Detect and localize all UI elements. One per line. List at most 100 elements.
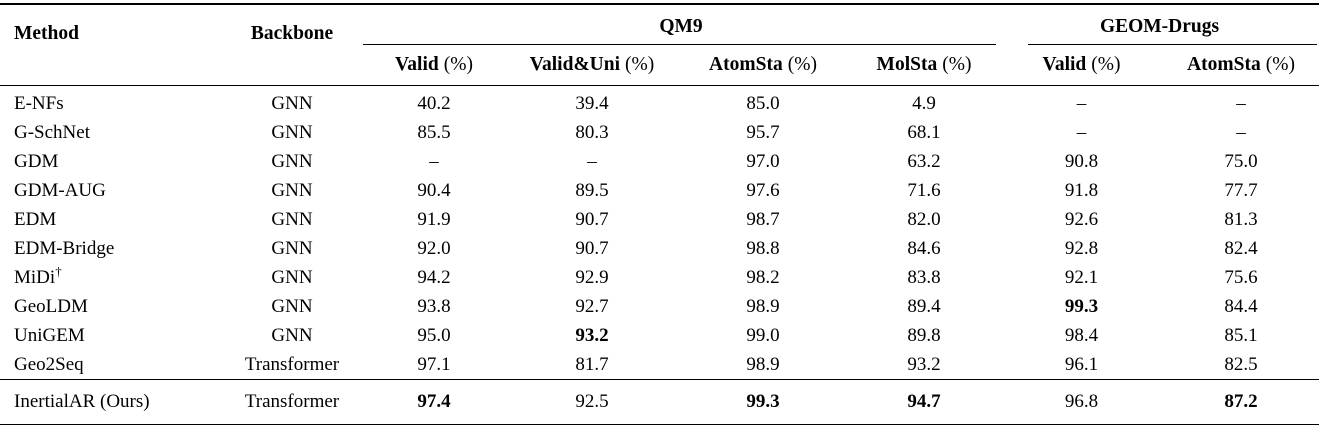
cell-qm9-molsta: 94.7 <box>848 379 1001 425</box>
cell-qm9-valid: 90.4 <box>417 179 451 201</box>
subheader-label: Valid <box>1042 54 1087 75</box>
cell-qm9-validuni: 90.7 <box>575 237 609 259</box>
col-group-geom-drugs: GEOM-Drugs <box>1000 4 1319 45</box>
cell-method: G-SchNet <box>14 121 90 143</box>
cell-qm9-valid: – <box>429 150 439 172</box>
cell-geom-valid: – <box>1076 92 1087 114</box>
cell-geom-valid: – <box>1076 121 1087 143</box>
cell-backbone: Transformer <box>244 353 340 375</box>
cell-backbone: GNN <box>271 150 313 172</box>
group-header-row: Method Backbone QM9 GEOM-Drugs <box>0 4 1319 86</box>
cell-qm9-validuni: 92.7 <box>575 295 609 317</box>
cell-qm9-validuni: 92.9 <box>575 266 609 288</box>
cell-qm9-valid: 85.5 <box>417 121 451 143</box>
cell-geom-atomsta: 81.3 <box>1224 208 1258 230</box>
row-edm-bridge: EDM-Bridge GNN 92.0 90.7 98.8 84.6 92.8 … <box>0 234 1319 263</box>
cell-geom-valid: 90.8 <box>1064 150 1099 172</box>
geom-group-label: GEOM-Drugs <box>1099 15 1220 37</box>
cell-geom-valid: 96.8 <box>1000 379 1164 425</box>
cell-method: GDM <box>14 150 59 172</box>
col-header-method: Method <box>0 4 222 86</box>
cell-qm9-valid: 94.2 <box>417 266 451 288</box>
cell-method: InertialAR (Ours) <box>0 379 222 425</box>
cell-geom-atomsta: 85.1 <box>1224 324 1258 346</box>
row-g-schnet: G-SchNet GNN 85.5 80.3 95.7 68.1 – – <box>0 118 1319 147</box>
subheader-label: AtomSta <box>1187 54 1261 75</box>
cell-qm9-molsta: 84.6 <box>907 237 941 259</box>
subheader-geom-valid: Valid (%) <box>1000 45 1164 86</box>
cell-qm9-valid: 97.4 <box>362 379 506 425</box>
subheader-label: Valid&Uni <box>529 54 621 75</box>
cell-qm9-molsta: 63.2 <box>907 150 941 172</box>
subheader-label: Valid <box>395 54 439 75</box>
dagger-superscript: † <box>55 263 62 279</box>
cell-geom-atomsta: 77.7 <box>1224 179 1258 201</box>
cell-geom-valid: 98.4 <box>1064 324 1099 346</box>
row-inertialar-ours: InertialAR (Ours) Transformer 97.4 92.5 … <box>0 379 1319 425</box>
cell-qm9-valid: 40.2 <box>417 92 451 114</box>
cell-qm9-validuni: – <box>587 150 597 172</box>
subheader-qm9-validuni: Valid&Uni (%) <box>506 45 678 86</box>
cell-geom-valid: 91.8 <box>1064 179 1099 201</box>
cell-qm9-molsta: 82.0 <box>907 208 941 230</box>
cell-qm9-atomsta: 95.7 <box>746 121 780 143</box>
cell-backbone: GNN <box>271 295 313 317</box>
percent-unit: (%) <box>787 54 817 75</box>
cell-geom-atomsta: 84.4 <box>1224 295 1258 317</box>
percent-unit: (%) <box>942 54 972 75</box>
cell-qm9-atomsta: 97.0 <box>746 150 780 172</box>
cell-geom-atomsta: – <box>1236 92 1246 114</box>
percent-unit: (%) <box>1091 54 1121 75</box>
subheader-label: MolSta <box>876 54 938 75</box>
cell-backbone: GNN <box>271 266 313 288</box>
cell-geom-atomsta: 75.0 <box>1224 150 1258 172</box>
sub-header-row: Valid (%) Valid&Uni (%) AtomSta (%) MolSta(… <box>0 45 1319 86</box>
cell-geom-valid: 92.1 <box>1064 266 1099 288</box>
row-edm: EDM GNN 91.9 90.7 98.7 82.0 92.6 81.3 <box>0 205 1319 234</box>
qm9-group-label: QM9 <box>659 15 703 37</box>
cell-qm9-atomsta: 98.7 <box>746 208 780 230</box>
cell-geom-valid: 92.6 <box>1064 208 1099 230</box>
cell-qm9-validuni: 39.4 <box>575 92 609 114</box>
cell-qm9-valid: 97.1 <box>417 353 451 375</box>
cell-qm9-valid: 91.9 <box>417 208 451 230</box>
cell-backbone: GNN <box>271 237 313 259</box>
cell-method: GeoLDM <box>14 295 88 317</box>
cell-qm9-validuni: 81.7 <box>575 353 609 375</box>
row-gdm: GDM GNN – – 97.0 63.2 90.8 75.0 <box>0 147 1319 176</box>
cell-qm9-valid: 93.8 <box>417 295 451 317</box>
cell-qm9-molsta: 68.1 <box>907 121 941 143</box>
cell-geom-valid: 96.1 <box>1064 353 1099 375</box>
cell-qm9-molsta: 83.8 <box>907 266 941 288</box>
col-group-qm9: QM9 <box>362 4 1000 45</box>
cell-method: GDM-AUG <box>14 179 106 201</box>
cell-backbone: GNN <box>271 324 313 346</box>
subheader-qm9-molsta: MolSta (%) <box>848 45 1001 86</box>
cell-geom-valid: 92.8 <box>1064 237 1099 259</box>
cell-backbone: Transformer <box>222 379 362 425</box>
percent-unit: (%) <box>1265 54 1295 75</box>
cell-qm9-valid: 92.0 <box>417 237 451 259</box>
cell-qm9-validuni: 80.3 <box>575 121 609 143</box>
cell-geom-atomsta: 75.6 <box>1224 266 1258 288</box>
cell-qm9-atomsta: 98.8 <box>746 237 780 259</box>
row-e-nfs: E-NFs GNN 40.2 39.4 85.0 4.9 – – <box>0 86 1319 119</box>
cell-geom-atomsta: – <box>1236 121 1246 143</box>
subheader-qm9-valid: Valid (%) <box>362 45 506 86</box>
cell-qm9-validuni: 92.5 <box>506 379 678 425</box>
method-label: MiDi <box>14 266 56 288</box>
cell-method: MiDi† <box>0 263 222 292</box>
cell-method: UniGEM <box>14 324 85 346</box>
subheader-label: AtomSta <box>709 54 783 75</box>
percent-unit: (%) <box>443 54 473 75</box>
cell-qm9-atomsta: 98.2 <box>746 266 780 288</box>
cell-qm9-molsta: 93.2 <box>907 353 941 375</box>
cell-qm9-atomsta: 97.6 <box>746 179 780 201</box>
row-midi: MiDi† GNN 94.2 92.9 98.2 83.8 92.1 75.6 <box>0 263 1319 292</box>
cell-qm9-atomsta: 98.9 <box>746 295 780 317</box>
cell-geom-atomsta: 87.2 <box>1163 379 1319 425</box>
cell-backbone: GNN <box>271 179 313 201</box>
cell-qm9-atomsta: 85.0 <box>746 92 780 114</box>
cell-qm9-validuni: 93.2 <box>575 324 609 346</box>
